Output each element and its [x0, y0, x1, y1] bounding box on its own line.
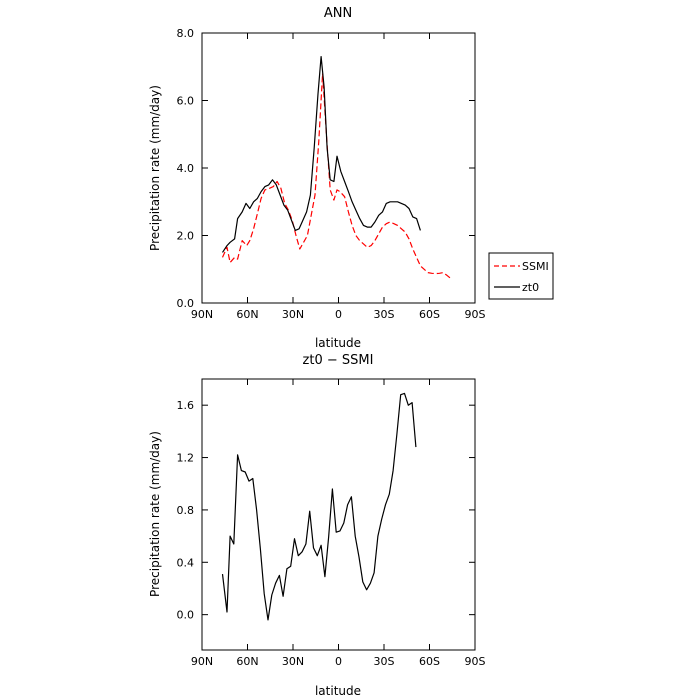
bottom-plot-lines	[221, 392, 417, 621]
bottom-x-tick-label: 30N	[282, 655, 304, 668]
top-plot-lines	[221, 55, 452, 279]
top-panel: ANN 90N 60N 30N 0 30S 60S 90S 0.0 2.0 4.0 6.0 8.0 l…	[148, 6, 554, 350]
top-x-tick-label: 60N	[236, 308, 258, 321]
top-y-tick-label: 8.0	[177, 27, 195, 40]
top-y-axis-label: Precipitation rate (mm/day)	[148, 85, 162, 251]
bottom-y-tick-label: 1.6	[177, 399, 195, 412]
bottom-y-tick-label: 0.0	[177, 609, 195, 622]
bottom-x-tick-label: 60N	[236, 655, 258, 668]
top-x-tick-label: 90N	[191, 308, 213, 321]
bottom-axes: 90N 60N 30N 0 30S 60S 90S 0.0 0.4 0.8 1.2 1.6	[177, 379, 486, 668]
top-series-line-zt0	[221, 55, 421, 253]
top-y-tick-label: 6.0	[177, 95, 195, 108]
bottom-x-tick-label: 90N	[191, 655, 213, 668]
top-x-tick-label: 90S	[465, 308, 486, 321]
top-y-tick-label: 0.0	[177, 297, 195, 310]
legend-ssmi-label: SSMI	[522, 260, 549, 273]
top-y-tick-label: 4.0	[177, 162, 195, 175]
legend: SSMI zt0	[488, 252, 554, 300]
legend-box	[488, 252, 554, 300]
bottom-panel: zt0 − SSMI 90N 60N 30N 0 30S 60S 90S 0.0 0.4 0.8 1…	[148, 353, 486, 698]
bottom-x-axis-label: latitude	[315, 684, 361, 698]
top-axes: 90N 60N 30N 0 30S 60S 90S 0.0 2.0 4.0 6.0 8.0	[177, 27, 486, 321]
bottom-y-tick-label: 1.2	[177, 452, 195, 465]
top-plot-frame	[201, 32, 476, 304]
bottom-x-tick-label: 0	[335, 655, 342, 668]
bottom-x-tick-label: 90S	[465, 655, 486, 668]
bottom-y-tick-label: 0.8	[177, 504, 195, 517]
top-series-line-ssmi	[221, 72, 452, 279]
top-x-tick-label: 30N	[282, 308, 304, 321]
top-x-tick-label: 0	[335, 308, 342, 321]
top-x-axis-label: latitude	[315, 336, 361, 350]
top-x-tick-label: 30S	[374, 308, 395, 321]
top-y-tick-label: 2.0	[177, 230, 195, 243]
bottom-plot-frame	[201, 378, 476, 651]
bottom-x-tick-label: 30S	[374, 655, 395, 668]
bottom-chart-title: zt0 − SSMI	[303, 353, 374, 368]
top-x-tick-label: 60S	[419, 308, 440, 321]
legend-zt0-label: zt0	[522, 281, 539, 294]
bottom-series-line-0	[221, 392, 417, 621]
top-chart-title: ANN	[324, 6, 352, 21]
bottom-y-tick-label: 0.4	[177, 556, 195, 569]
bottom-y-axis-label: Precipitation rate (mm/day)	[148, 431, 162, 597]
bottom-x-tick-label: 60S	[419, 655, 440, 668]
